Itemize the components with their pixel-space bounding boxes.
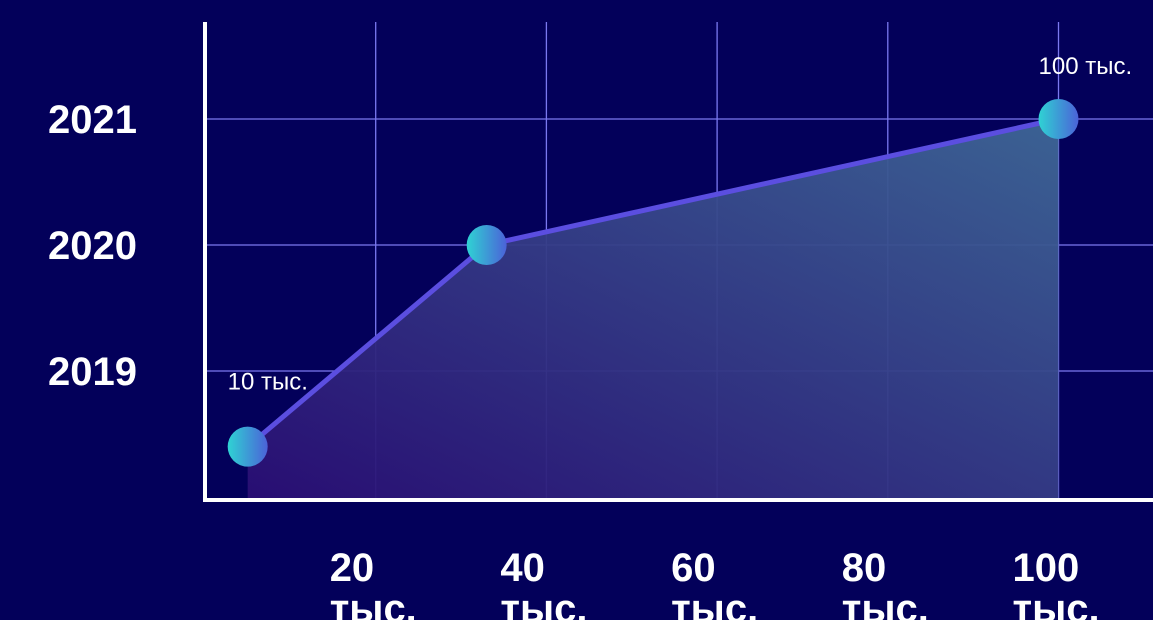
data-point-2 bbox=[1038, 99, 1079, 139]
y-tick-label-2021: 2021 bbox=[48, 98, 137, 142]
labels: 20192020202120тыс.40тыс.60тыс.80тыс.100т… bbox=[48, 53, 1132, 620]
y-tick-label-2020: 2020 bbox=[48, 224, 137, 268]
x-tick-label-100: 100 bbox=[1013, 546, 1080, 590]
x-tick-unit-80: тыс. bbox=[842, 587, 929, 620]
data-point-0 bbox=[227, 426, 268, 467]
area-fill bbox=[247, 119, 1059, 500]
x-tick-unit-40: тыс. bbox=[500, 587, 587, 620]
data-label-1: 100 тыс. bbox=[1039, 53, 1133, 80]
axes bbox=[203, 22, 1153, 502]
x-tick-label-60: 60 bbox=[671, 546, 716, 590]
y-tick-label-2019: 2019 bbox=[48, 350, 137, 394]
data-marks bbox=[227, 99, 1079, 467]
data-label-0: 10 тыс. bbox=[228, 369, 308, 396]
x-tick-unit-100: тыс. bbox=[1013, 587, 1100, 620]
area-layer bbox=[247, 119, 1059, 500]
x-tick-label-20: 20 bbox=[330, 546, 375, 590]
x-tick-label-40: 40 bbox=[500, 546, 545, 590]
x-tick-unit-20: тыс. bbox=[330, 587, 417, 620]
data-point-1 bbox=[466, 225, 507, 265]
x-tick-label-80: 80 bbox=[842, 546, 887, 590]
x-tick-unit-60: тыс. bbox=[671, 587, 758, 620]
